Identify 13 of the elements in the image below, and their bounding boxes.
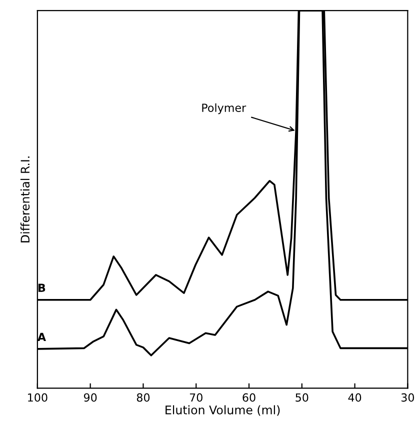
- x-tick-label: 70: [190, 393, 202, 402]
- x-tick-label: 100: [28, 393, 48, 402]
- series-label: B: [38, 284, 46, 292]
- series-label: A: [37, 332, 46, 341]
- y-axis-title: Differential R.I.: [20, 156, 30, 242]
- x-tick-label: 50: [296, 393, 308, 402]
- x-tick-label: 30: [401, 393, 414, 402]
- x-tick-label: 60: [242, 393, 256, 402]
- x-tick-label: 40: [348, 393, 362, 402]
- x-axis-title: Elution Volume (ml): [166, 405, 280, 416]
- x-tick-label: 90: [84, 393, 97, 402]
- x-tick-label: 80: [136, 393, 150, 402]
- annotation: Polymer: [202, 103, 246, 114]
